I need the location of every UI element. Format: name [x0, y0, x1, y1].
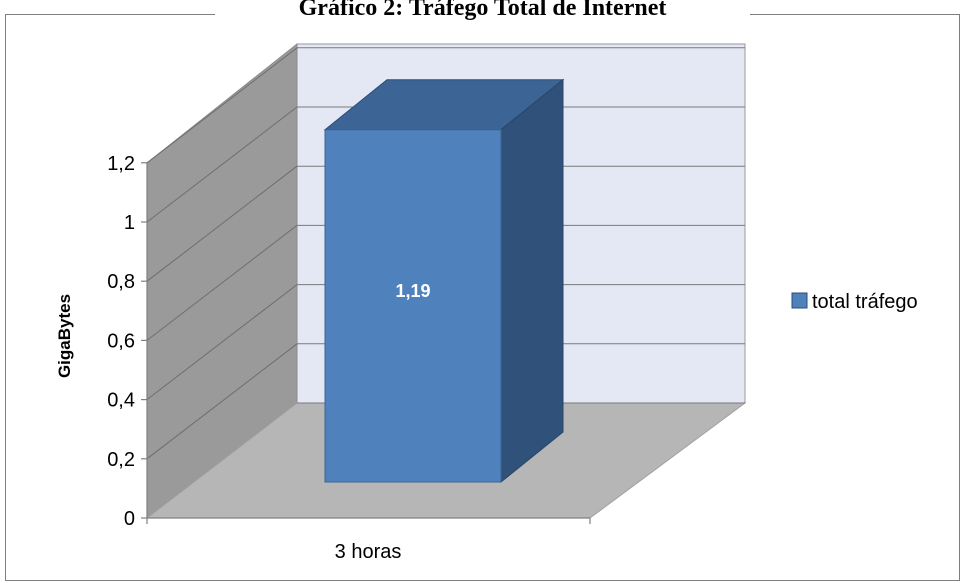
y-tick-label: 0,8: [107, 271, 135, 293]
gridline-side: [146, 106, 298, 223]
y-tick-label: 1: [124, 212, 135, 234]
gridline-side: [146, 225, 298, 341]
y-axis-ticks: 0 0,2 0,4 0,6 0,8 1 1,2: [107, 153, 147, 530]
bar-3-horas: [324, 129, 502, 483]
x-tick-label-3-horas: 3 horas: [335, 541, 402, 563]
y-tick-label: 0,4: [107, 390, 135, 412]
title-background: [215, 0, 750, 22]
y-tick-label: 0,2: [107, 449, 135, 471]
legend-swatch-total-trafego: [791, 292, 808, 309]
data-label-3-horas: 1,19: [395, 281, 430, 301]
y-tick-label: 0,6: [107, 330, 135, 352]
chart-title: Gráfico 2: Tráfego Total de Internet: [298, 0, 667, 21]
gridline-side: [146, 165, 298, 282]
y-axis-label: GigaBytes: [55, 294, 74, 378]
gridline-side: [146, 343, 298, 460]
y-tick-label: 1,2: [107, 153, 135, 175]
gridline-side: [146, 47, 298, 164]
gridline-side: [146, 284, 298, 400]
y-tick-label: 0: [124, 508, 135, 530]
legend-label-total-trafego: total tráfego: [812, 291, 918, 313]
bar-3-horas-side: [500, 78, 564, 484]
